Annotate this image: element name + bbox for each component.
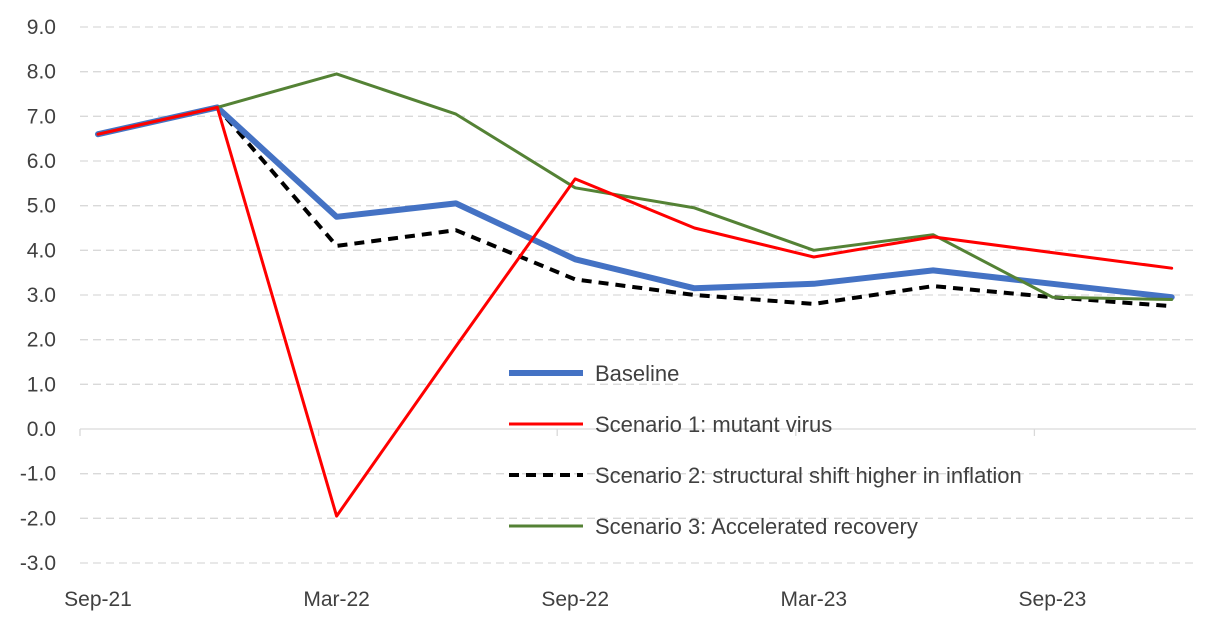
y-tick-label: -3.0 xyxy=(20,552,56,575)
series-line-scenario-2 xyxy=(97,105,1172,309)
y-tick-label: 0.0 xyxy=(27,418,56,441)
legend-label: Scenario 3: Accelerated recovery xyxy=(595,514,918,539)
y-tick-label: 7.0 xyxy=(27,105,56,128)
x-tick-label: Mar-22 xyxy=(303,588,370,611)
y-tick-label: 9.0 xyxy=(27,16,56,39)
legend: Baseline Scenario 1: mutant virus Scenario… xyxy=(509,361,1022,539)
y-tick-label: 2.0 xyxy=(27,329,56,352)
y-tick-label: 8.0 xyxy=(27,61,56,84)
legend-label: Scenario 1: mutant virus xyxy=(595,412,832,437)
x-tick-label: Sep-22 xyxy=(541,588,609,611)
y-axis-tick-labels: 9.0 8.0 7.0 6.0 5.0 4.0 3.0 2.0 1.0 0.0 -1.0 -2.0 -3… xyxy=(20,16,56,575)
y-tick-label: -1.0 xyxy=(20,463,56,486)
y-tick-label: -2.0 xyxy=(20,507,56,530)
series-lines xyxy=(95,72,1175,518)
y-tick-label: 3.0 xyxy=(27,284,56,307)
x-tick-label: Sep-23 xyxy=(1019,588,1087,611)
x-axis-tick-labels: Sep-21 Mar-22 Sep-22 Mar-23 Sep-23 xyxy=(64,588,1086,611)
y-tick-label: 6.0 xyxy=(27,150,56,173)
series-line-baseline xyxy=(95,104,1175,301)
legend-label: Scenario 2: structural shift higher in i… xyxy=(595,463,1022,488)
x-tick-label: Sep-21 xyxy=(64,588,132,611)
y-tick-label: 4.0 xyxy=(27,239,56,262)
legend-label: Baseline xyxy=(595,361,679,386)
series-line-scenario-3 xyxy=(96,72,1174,301)
x-tick-label: Mar-23 xyxy=(781,588,848,611)
series-line-scenario-1 xyxy=(96,105,1174,518)
y-tick-label: 5.0 xyxy=(27,195,56,218)
x-axis-tick-marks xyxy=(79,429,1036,436)
y-tick-label: 1.0 xyxy=(27,373,56,396)
